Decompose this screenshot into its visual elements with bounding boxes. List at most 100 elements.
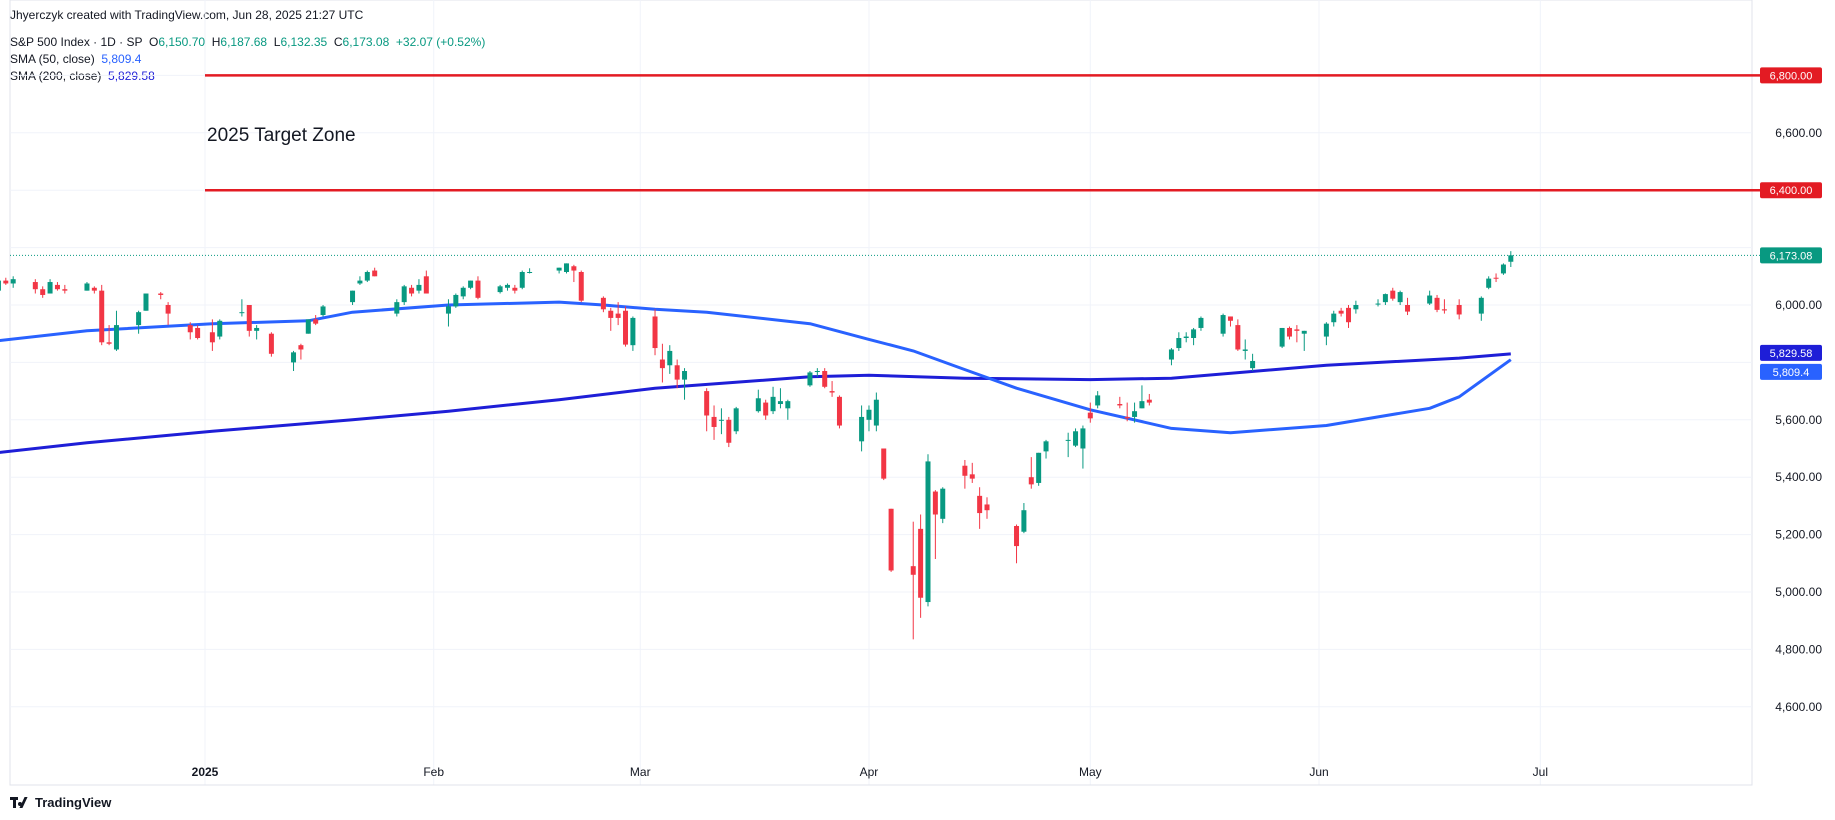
candle	[962, 459, 968, 489]
candle-body	[704, 391, 710, 416]
candle	[1028, 457, 1034, 489]
candle	[1338, 307, 1344, 317]
candle	[711, 405, 717, 440]
candle-body	[217, 320, 223, 337]
candle	[873, 392, 879, 432]
candle-body	[1375, 303, 1381, 305]
last-price-tag	[1760, 247, 1822, 264]
candle-body	[1087, 412, 1093, 419]
candle-body	[84, 283, 90, 291]
candle	[726, 416, 732, 448]
sma50-legend[interactable]: SMA (50, close) 5,809.4	[10, 52, 141, 66]
candle-body	[320, 306, 326, 316]
candle	[47, 279, 53, 294]
candle-body	[1323, 323, 1329, 337]
symbol-legend[interactable]: S&P 500 Index · 1D · SP O6,150.70 H6,187…	[10, 35, 485, 49]
candle-body	[1043, 441, 1049, 452]
candle-body	[615, 313, 621, 318]
candle	[158, 292, 164, 300]
tradingview-brand-text: TradingView	[35, 795, 112, 810]
candle-body	[881, 448, 887, 479]
candle	[1183, 332, 1189, 343]
sma50-value: 5,809.4	[101, 52, 142, 66]
candle	[1279, 327, 1285, 349]
candle	[630, 316, 636, 351]
candle-body	[829, 391, 835, 393]
candle	[623, 306, 629, 347]
candle	[1486, 276, 1492, 290]
candle	[246, 305, 252, 337]
candle-body	[777, 401, 783, 405]
symbol-name[interactable]: S&P 500 Index · 1D · SP	[10, 35, 143, 49]
moving-averages	[0, 300, 1512, 454]
y-tick-label: 5,400.00	[1775, 470, 1822, 484]
axes: 4,600.00 4,800.00 5,000.00 5,200.00 5,400.00…	[10, 67, 1822, 786]
candle	[1235, 319, 1241, 351]
candle-body	[608, 310, 614, 318]
candle-body	[1486, 278, 1492, 288]
candle	[785, 399, 791, 420]
candle-body	[3, 280, 9, 284]
candle	[1493, 273, 1499, 283]
candle-body	[910, 566, 916, 575]
candle-body	[1146, 399, 1152, 403]
sma200-label[interactable]: SMA (200, close)	[10, 69, 102, 83]
candle-body	[357, 280, 363, 284]
candle-body	[1427, 295, 1433, 304]
candle	[372, 267, 378, 277]
candle-body	[1434, 297, 1440, 310]
candle	[571, 264, 577, 283]
last-price-tag-label: 6,173.08	[1770, 250, 1813, 262]
candle-body	[1242, 349, 1248, 351]
candle	[659, 343, 665, 383]
candle	[718, 408, 724, 435]
candle	[99, 284, 105, 346]
candle	[977, 487, 983, 529]
candle-body	[305, 319, 311, 334]
close-label: C	[333, 35, 343, 49]
candle-body	[47, 282, 53, 294]
candle-body	[814, 371, 820, 373]
candle-body	[1382, 294, 1388, 303]
high-label: H	[211, 35, 221, 49]
candle	[770, 386, 776, 415]
candle	[512, 284, 518, 294]
candle-body	[1073, 431, 1079, 446]
x-tick-label: Jun	[1309, 765, 1328, 779]
y-tick-label: 6,600.00	[1775, 126, 1822, 140]
target-zone-annotation[interactable]: 2025 Target Zone	[207, 125, 356, 146]
candle-body	[859, 416, 865, 442]
candle-body	[291, 352, 297, 363]
candle	[814, 368, 820, 377]
target-level-tag	[1760, 67, 1822, 84]
y-tick-label: 5,000.00	[1775, 585, 1822, 599]
candle-body	[822, 371, 828, 387]
candle-body	[106, 342, 112, 344]
candle-body	[268, 333, 274, 354]
candle-body	[409, 287, 415, 294]
tradingview-logo[interactable]: TradingView	[10, 795, 111, 810]
candle	[0, 280, 1, 291]
candle-body	[1441, 309, 1447, 311]
candle-body	[718, 419, 724, 421]
y-tick-label: 4,600.00	[1775, 700, 1822, 714]
candle	[1286, 326, 1292, 340]
candle-body	[1021, 510, 1027, 532]
candle	[1478, 296, 1484, 321]
candle-body	[873, 399, 879, 426]
candle-body	[711, 416, 717, 427]
candle-body	[136, 312, 142, 326]
target-level-label: 6,800.00	[1770, 70, 1813, 82]
candle-body	[1279, 327, 1285, 347]
candle-body	[556, 267, 562, 271]
sma200-legend[interactable]: SMA (200, close) 5,829.58	[10, 69, 155, 83]
candles	[0, 251, 1514, 640]
candle	[1065, 432, 1071, 458]
candle	[1390, 287, 1396, 301]
price-chart[interactable]: 4,600.00 4,800.00 5,000.00 5,200.00 5,400.00…	[0, 0, 1835, 790]
sma50-label[interactable]: SMA (50, close)	[10, 52, 95, 66]
candle	[453, 293, 459, 308]
sma200-axis-tag-label: 5,829.58	[1770, 348, 1813, 360]
candle-body	[785, 401, 791, 409]
candle	[578, 270, 584, 303]
